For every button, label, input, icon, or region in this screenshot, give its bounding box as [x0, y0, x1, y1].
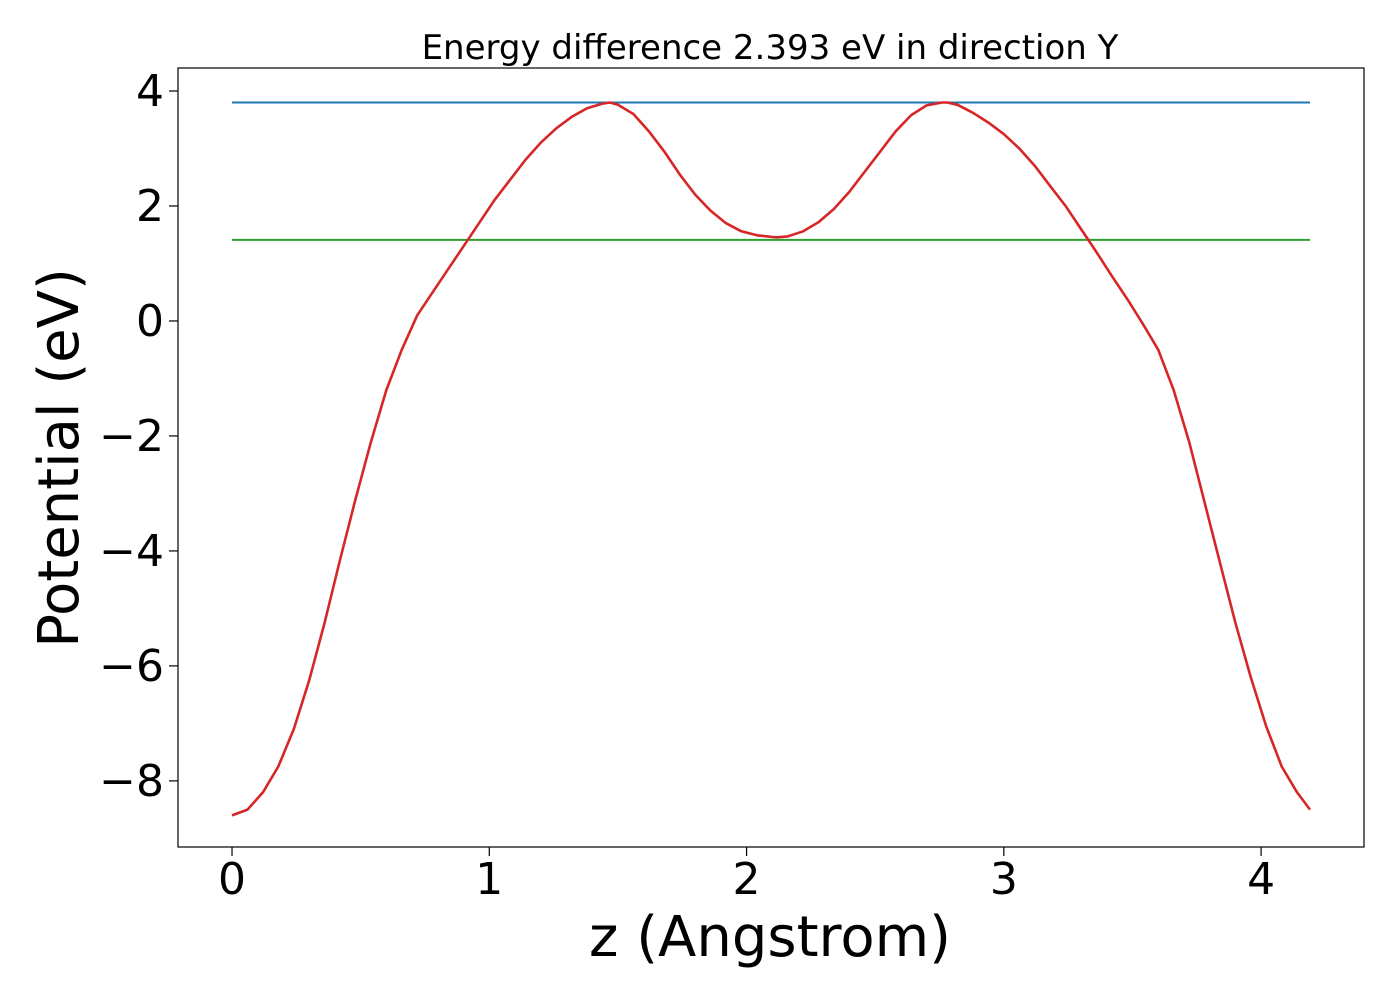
x-tick-label: 1 — [475, 854, 503, 905]
x-tick-label: 0 — [218, 854, 246, 905]
y-tick-label: 0 — [136, 296, 164, 347]
chart-title: Energy difference 2.393 eV in direction … — [422, 28, 1119, 68]
y-tick-label: 2 — [136, 181, 164, 232]
y-tick-label: −4 — [99, 526, 164, 577]
x-tick-label: 3 — [990, 854, 1018, 905]
y-tick-label: −8 — [99, 756, 164, 807]
plot-frame — [177, 67, 1365, 848]
y-axis-ticks: −8 −6 −4 −2 0 2 4 — [99, 66, 178, 807]
x-tick-label: 2 — [733, 854, 761, 905]
y-tick-label: −6 — [99, 641, 164, 692]
plot-series — [231, 101, 1312, 817]
series-potential-curve — [231, 101, 1312, 817]
y-tick-label: −2 — [99, 411, 164, 462]
x-axis-ticks: 0 1 2 3 4 — [218, 847, 1275, 905]
y-tick-label: 4 — [136, 66, 164, 117]
x-axis-label: z (Angstrom) — [589, 905, 951, 970]
x-tick-label: 4 — [1247, 854, 1275, 905]
y-axis-label: Potential (eV) — [27, 268, 92, 648]
